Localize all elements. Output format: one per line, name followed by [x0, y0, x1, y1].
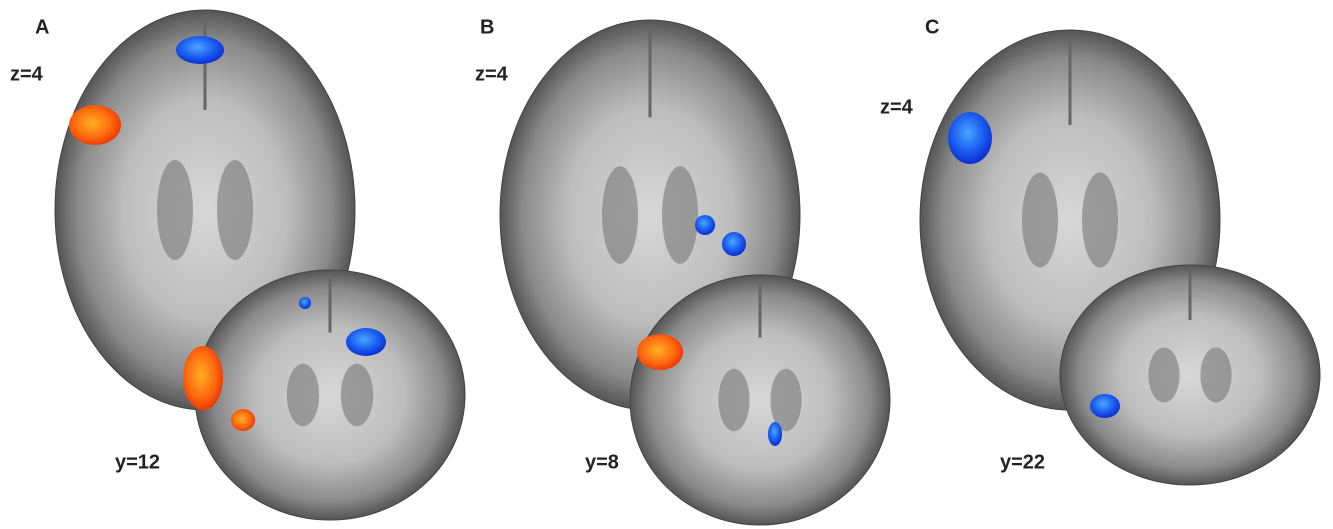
activation-blob	[948, 112, 992, 164]
activation-blob	[1090, 394, 1120, 418]
ventricle	[1022, 173, 1058, 268]
panel-label: A	[35, 16, 49, 38]
ventricle	[287, 364, 319, 427]
activation-blob	[69, 105, 121, 145]
ventricle	[718, 369, 749, 432]
panel: Az=4 y=12	[10, 10, 465, 520]
ventricle	[1148, 348, 1179, 403]
ventricle	[770, 369, 801, 432]
panel-label: B	[480, 16, 494, 38]
ventricle	[1082, 173, 1118, 268]
coronal-slice-label: y=12	[115, 451, 160, 473]
panels: Az=4 y=12 Bz=4 y=8 Cz=4 y=22	[10, 10, 1320, 525]
axial-slice-label: z=4	[475, 63, 509, 85]
activation-blob	[231, 409, 255, 431]
activation-blob	[768, 422, 782, 446]
ventricle	[662, 166, 698, 264]
panel: Cz=4 y=22	[880, 16, 1320, 485]
activation-blob	[346, 328, 386, 356]
activation-blob	[176, 36, 224, 64]
activation-blob	[695, 215, 715, 235]
axial-slice-label: z=4	[880, 96, 914, 118]
ventricle	[157, 160, 193, 260]
activation-blob	[183, 346, 223, 410]
panel: Bz=4 y=8	[475, 16, 890, 525]
ventricle	[341, 364, 373, 427]
panel-label: C	[925, 16, 939, 38]
activation-blob	[722, 232, 746, 256]
activation-blob	[637, 334, 683, 370]
ventricle	[1200, 348, 1231, 403]
ventricle	[217, 160, 253, 260]
activation-blob	[299, 297, 311, 309]
figure: Az=4 y=12 Bz=4 y=8 Cz=4 y=22	[0, 0, 1333, 529]
ventricle	[602, 166, 638, 264]
coronal-slice-label: y=22	[1000, 451, 1045, 473]
coronal-slice-label: y=8	[585, 451, 619, 473]
axial-slice-label: z=4	[10, 63, 44, 85]
